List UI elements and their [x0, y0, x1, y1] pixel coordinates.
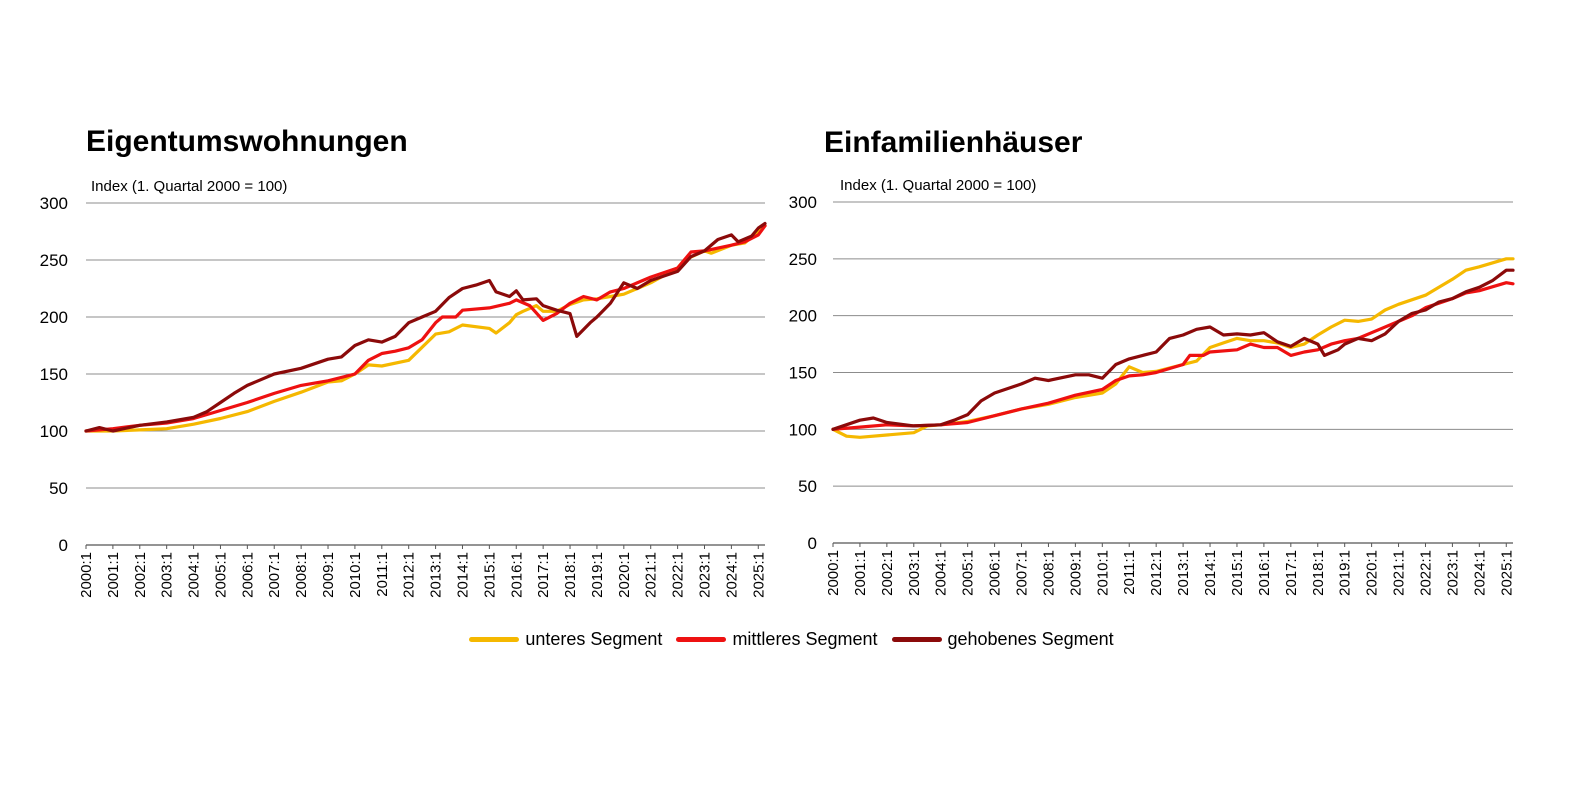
x-tick-label: 2022:1 — [670, 552, 687, 598]
y-tick-label: 200 — [40, 308, 68, 327]
legend-label: mittleres Segment — [732, 629, 878, 649]
series-line — [84, 224, 767, 433]
series-line — [831, 268, 1515, 431]
x-tick-label: 2025:1 — [1498, 550, 1515, 596]
x-tick-label: 2013:1 — [1175, 550, 1192, 596]
x-tick-label: 2001:1 — [105, 552, 122, 598]
x-tick-label: 2013:1 — [428, 552, 445, 598]
x-tick-label: 2003:1 — [159, 552, 176, 598]
x-tick-label: 2022:1 — [1417, 550, 1434, 596]
y-tick-label: 50 — [49, 479, 68, 498]
x-tick-label: 2007:1 — [266, 552, 283, 598]
x-tick-label: 2014:1 — [1202, 550, 1219, 596]
x-tick-label: 2020:1 — [616, 552, 633, 598]
y-tick-label: 250 — [789, 250, 817, 269]
y-tick-label: 150 — [40, 365, 68, 384]
y-tick-label: 250 — [40, 251, 68, 270]
x-tick-label: 2018:1 — [1310, 550, 1327, 596]
x-tick-label: 2011:1 — [374, 552, 391, 597]
x-tick-label: 2009:1 — [1067, 550, 1084, 596]
y-tick-label: 150 — [789, 364, 817, 383]
x-tick-label: 2008:1 — [1040, 550, 1057, 596]
legend-item-mittleres: mittleres Segment — [676, 629, 878, 650]
x-tick-label: 2006:1 — [239, 552, 256, 598]
x-tick-label: 2006:1 — [987, 550, 1004, 596]
x-tick-label: 2000:1 — [78, 552, 95, 598]
y-tick-label: 100 — [789, 420, 817, 439]
x-tick-label: 2009:1 — [320, 552, 337, 598]
x-tick-label: 2017:1 — [1283, 550, 1300, 596]
x-tick-label: 2010:1 — [347, 552, 364, 598]
x-tick-label: 2019:1 — [589, 552, 606, 598]
x-tick-label: 2003:1 — [906, 550, 923, 596]
x-tick-label: 2007:1 — [1014, 550, 1031, 596]
legend-swatch — [891, 637, 942, 642]
x-tick-label: 2002:1 — [132, 552, 149, 598]
legend-swatch — [469, 637, 520, 642]
x-tick-label: 2004:1 — [933, 550, 950, 596]
y-tick-label: 300 — [789, 193, 817, 212]
y-tick-label: 0 — [59, 536, 68, 555]
x-tick-label: 2010:1 — [1094, 550, 1111, 596]
x-tick-label: 2018:1 — [562, 552, 579, 598]
x-tick-label: 2008:1 — [293, 552, 310, 598]
legend-label: gehobenes Segment — [947, 629, 1114, 649]
y-tick-label: 50 — [798, 477, 817, 496]
x-tick-label: 2012:1 — [1148, 550, 1165, 596]
x-tick-label: 2000:1 — [825, 550, 842, 596]
legend: unteres Segment mittleres Segment gehobe… — [0, 629, 1583, 650]
x-tick-label: 2024:1 — [1471, 550, 1488, 596]
legend-item-gehobenes: gehobenes Segment — [891, 629, 1114, 650]
x-tick-label: 2016:1 — [508, 552, 525, 598]
legend-label: unteres Segment — [525, 629, 663, 649]
legend-item-unteres: unteres Segment — [469, 629, 662, 650]
chart-einfamilienhaeuser: Einfamilienhäuser Index (1. Quartal 2000 … — [789, 126, 1516, 596]
x-tick-label: 2011:1 — [1121, 550, 1138, 595]
x-tick-label: 2020:1 — [1364, 550, 1381, 596]
x-tick-label: 2016:1 — [1256, 550, 1273, 596]
series-line — [84, 221, 767, 433]
chart-subtitle: Index (1. Quartal 2000 = 100) — [840, 177, 1036, 194]
y-tick-label: 300 — [40, 194, 68, 213]
x-tick-label: 2024:1 — [723, 552, 740, 598]
chart-title: Eigentumswohnungen — [86, 125, 408, 158]
x-tick-label: 2017:1 — [535, 552, 552, 598]
series-line — [84, 224, 767, 433]
x-tick-label: 2023:1 — [696, 552, 713, 598]
x-tick-label: 2021:1 — [1391, 550, 1408, 596]
x-tick-label: 2002:1 — [879, 550, 896, 596]
x-tick-label: 2019:1 — [1337, 550, 1354, 596]
x-tick-label: 2001:1 — [852, 550, 869, 596]
x-tick-label: 2005:1 — [960, 550, 977, 596]
y-tick-label: 0 — [808, 534, 817, 553]
x-tick-label: 2012:1 — [401, 552, 418, 598]
x-tick-label: 2021:1 — [643, 552, 660, 598]
x-tick-label: 2004:1 — [186, 552, 203, 598]
series-line — [831, 281, 1515, 431]
series-line — [831, 257, 1515, 439]
x-tick-label: 2025:1 — [750, 552, 767, 598]
x-tick-label: 2023:1 — [1444, 550, 1461, 596]
chart-title: Einfamilienhäuser — [824, 126, 1083, 159]
x-tick-label: 2015:1 — [1229, 550, 1246, 596]
x-tick-label: 2015:1 — [481, 552, 498, 598]
y-tick-label: 100 — [40, 422, 68, 441]
chart-subtitle: Index (1. Quartal 2000 = 100) — [91, 178, 287, 195]
x-tick-label: 2005:1 — [212, 552, 229, 598]
legend-swatch — [676, 637, 727, 642]
chart-eigentumswohnungen: Eigentumswohnungen Index (1. Quartal 2000… — [40, 125, 768, 598]
y-tick-label: 200 — [789, 307, 817, 326]
x-tick-label: 2014:1 — [454, 552, 471, 598]
